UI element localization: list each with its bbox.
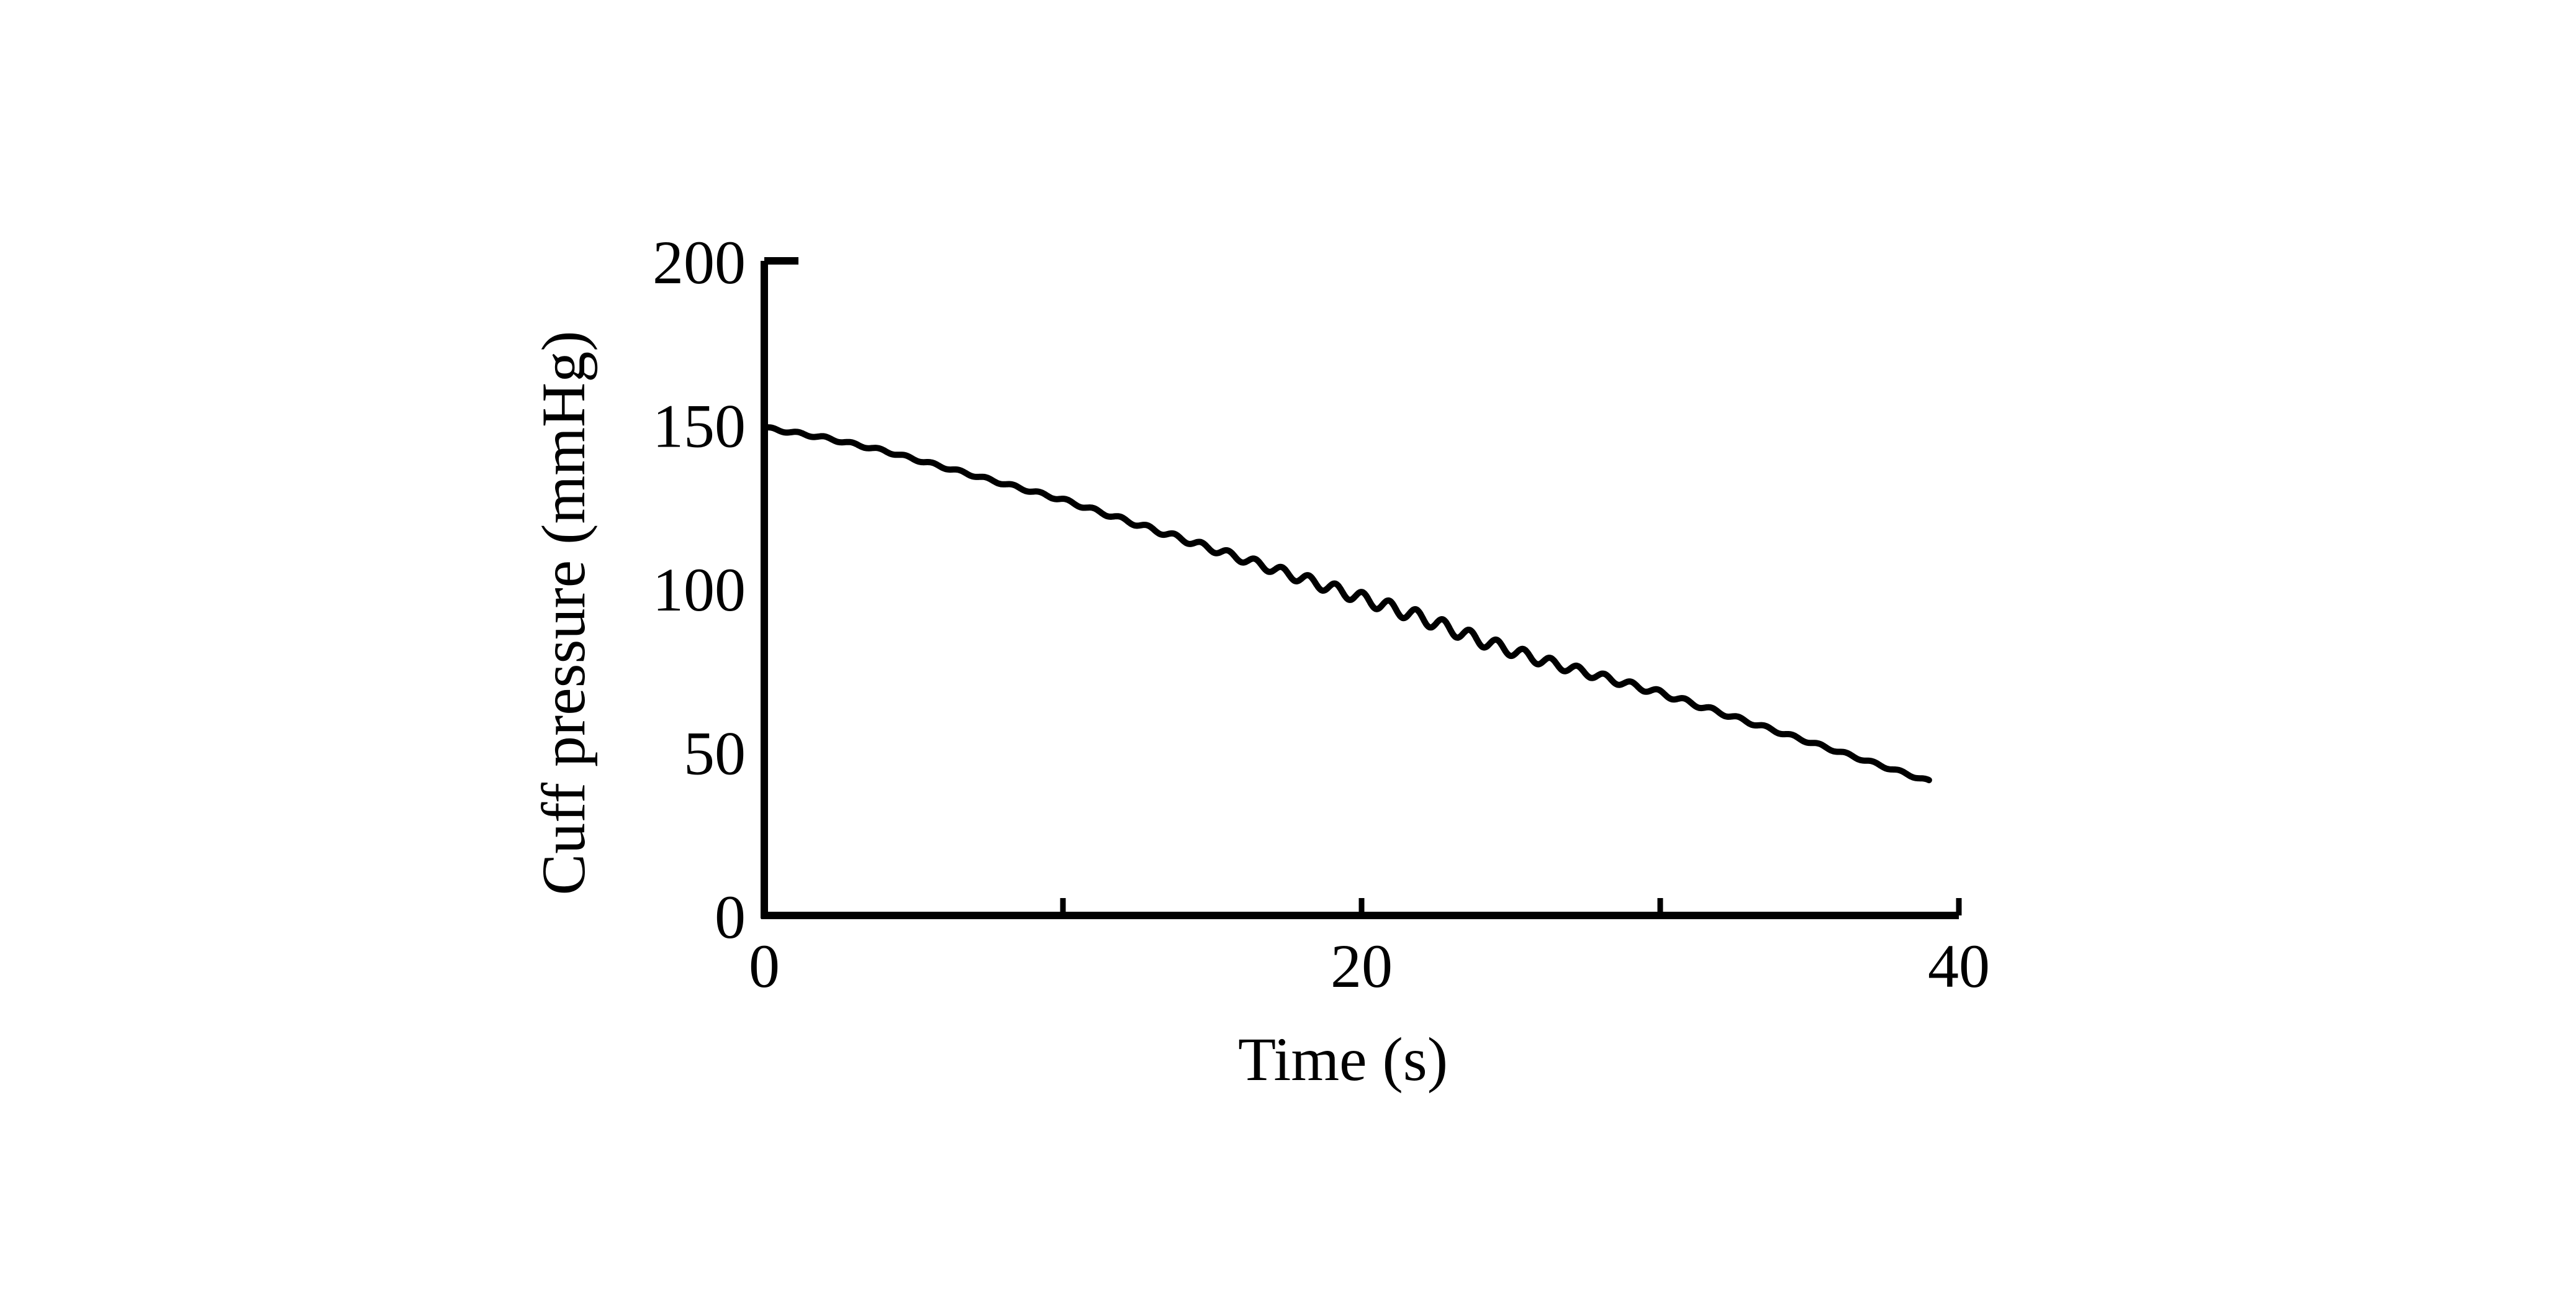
x-axis: 0 20 40 xyxy=(749,898,1990,1001)
x-tick-label: 0 xyxy=(749,932,780,1001)
x-tick-label: 40 xyxy=(1928,932,1990,1001)
x-tick-label: 20 xyxy=(1331,932,1393,1001)
y-tick-label: 150 xyxy=(653,392,746,461)
y-axis-label: Cuff pressure (mmHg) xyxy=(529,330,598,895)
y-tick-label: 200 xyxy=(653,228,746,297)
plot-area xyxy=(761,424,1932,784)
y-tick-label: 50 xyxy=(684,719,746,788)
x-axis-label: Time (s) xyxy=(1238,1025,1448,1094)
y-tick-label: 0 xyxy=(715,883,746,951)
y-tick-label: 100 xyxy=(653,555,746,624)
series-line xyxy=(761,424,1932,784)
y-axis: 0 50 100 150 200 xyxy=(653,228,798,951)
